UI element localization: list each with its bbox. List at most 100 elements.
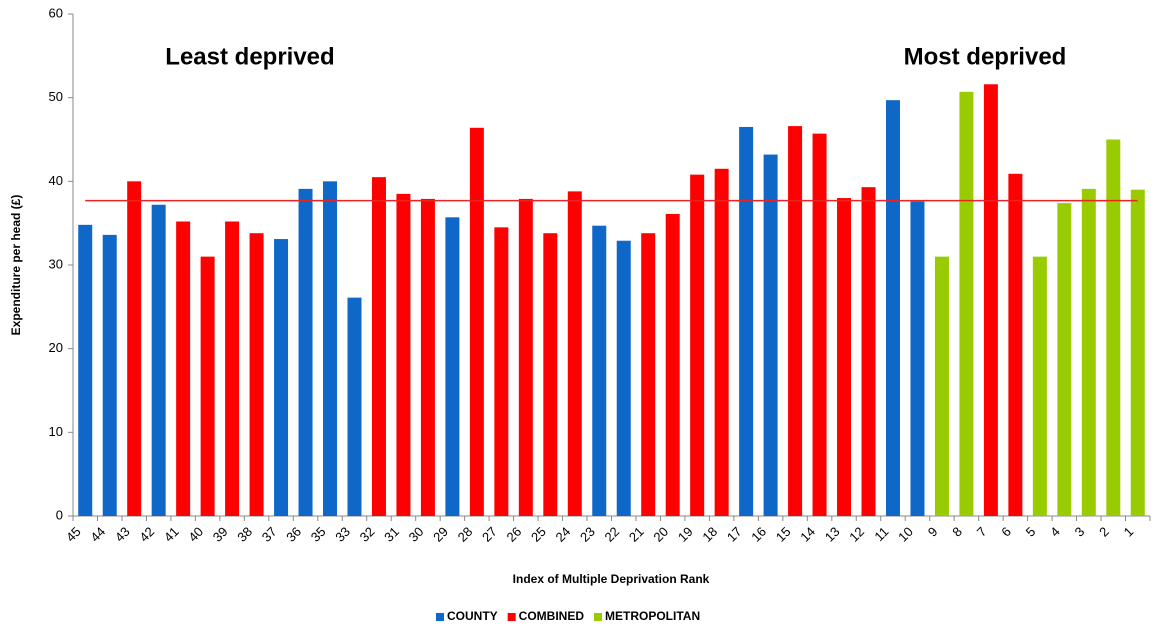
x-tick-label: 44 — [87, 524, 108, 545]
x-tick-label: 13 — [822, 524, 843, 545]
bar — [323, 181, 338, 517]
bar — [200, 256, 215, 516]
x-tick-label: 11 — [871, 524, 891, 544]
bar — [1008, 173, 1023, 516]
bar — [812, 133, 827, 517]
x-tick-label: 1 — [1121, 524, 1137, 540]
bar — [885, 100, 900, 516]
x-tick-label: 27 — [479, 524, 500, 545]
x-tick-label: 6 — [998, 524, 1014, 540]
x-tick-label: 40 — [185, 524, 206, 545]
bar — [934, 256, 949, 516]
y-tick-label: 40 — [49, 173, 63, 188]
x-tick-label: 22 — [601, 524, 622, 545]
bar — [225, 221, 240, 516]
bar — [739, 126, 754, 516]
x-tick-label: 37 — [259, 524, 280, 545]
bar — [837, 198, 852, 517]
x-tick-label: 29 — [430, 524, 451, 545]
x-tick-label: 28 — [455, 524, 476, 545]
bar — [1081, 188, 1096, 516]
x-tick-label: 10 — [895, 524, 916, 545]
bar — [1057, 203, 1072, 516]
bar — [983, 84, 998, 516]
x-tick-label: 14 — [797, 524, 818, 545]
bar — [1032, 256, 1047, 516]
bar — [420, 198, 435, 517]
x-tick-label: 18 — [699, 524, 720, 545]
y-tick-label: 30 — [49, 256, 63, 271]
bar — [518, 198, 533, 517]
x-axis-title: Index of Multiple Deprivation Rank — [513, 572, 710, 586]
x-tick-label: 8 — [949, 524, 965, 540]
x-tick-label: 35 — [308, 524, 329, 545]
bar — [910, 201, 925, 516]
x-tick-label: 33 — [332, 524, 353, 545]
bar — [176, 221, 191, 516]
x-tick-label: 3 — [1072, 524, 1088, 540]
x-tick-label: 12 — [846, 524, 867, 545]
bar — [347, 297, 362, 516]
legend-swatch — [436, 613, 444, 621]
x-tick-label: 7 — [974, 524, 990, 540]
bar — [861, 187, 876, 516]
x-tick-label: 21 — [626, 524, 647, 545]
bar — [274, 239, 289, 516]
bar — [445, 217, 460, 516]
bar — [469, 127, 484, 516]
annotation: Least deprived — [165, 43, 334, 70]
bar — [127, 181, 142, 517]
bar — [714, 168, 729, 517]
bar — [592, 225, 607, 516]
y-tick-label: 50 — [49, 89, 63, 104]
annotation: Most deprived — [904, 43, 1067, 70]
x-tick-label: 25 — [528, 524, 549, 545]
x-tick-label: 17 — [724, 524, 745, 545]
bar — [396, 193, 411, 516]
y-tick-label: 10 — [49, 424, 63, 439]
x-tick-label: 23 — [577, 524, 598, 545]
legend-label: METROPOLITAN — [605, 609, 700, 623]
bar — [641, 233, 656, 516]
bar — [763, 154, 778, 516]
y-tick-label: 0 — [56, 507, 63, 522]
legend-label: COMBINED — [519, 609, 585, 623]
x-tick-label: 24 — [552, 524, 573, 545]
x-tick-label: 31 — [381, 524, 402, 545]
bar — [665, 213, 680, 517]
bar — [151, 204, 166, 516]
bar — [78, 224, 93, 516]
legend-swatch — [507, 613, 516, 621]
x-tick-label: 19 — [675, 524, 696, 545]
bar — [298, 188, 313, 516]
x-tick-label: 38 — [234, 524, 255, 545]
x-tick-label: 43 — [112, 524, 133, 545]
x-tick-label: 26 — [504, 524, 525, 545]
bar — [788, 126, 803, 516]
bar — [690, 174, 705, 516]
bar — [616, 240, 631, 516]
x-tick-label: 5 — [1023, 524, 1039, 540]
y-tick-label: 60 — [49, 5, 63, 20]
legend-swatch — [594, 613, 603, 621]
bar — [102, 234, 117, 516]
x-tick-label: 30 — [406, 524, 427, 545]
bar — [567, 191, 582, 516]
bar — [494, 227, 509, 516]
y-tick-label: 20 — [49, 340, 63, 355]
x-tick-label: 39 — [210, 524, 231, 545]
legend-label: COUNTY — [447, 609, 498, 623]
x-tick-label: 32 — [357, 524, 378, 545]
x-tick-label: 45 — [63, 524, 84, 545]
bar — [543, 233, 558, 516]
x-tick-label: 4 — [1047, 524, 1063, 540]
x-tick-label: 42 — [136, 524, 157, 545]
x-tick-label: 36 — [283, 524, 304, 545]
x-tick-label: 20 — [650, 524, 671, 545]
x-tick-label: 15 — [773, 524, 794, 545]
x-tick-label: 2 — [1096, 524, 1112, 540]
bar — [1130, 189, 1145, 516]
x-tick-label: 16 — [748, 524, 769, 545]
